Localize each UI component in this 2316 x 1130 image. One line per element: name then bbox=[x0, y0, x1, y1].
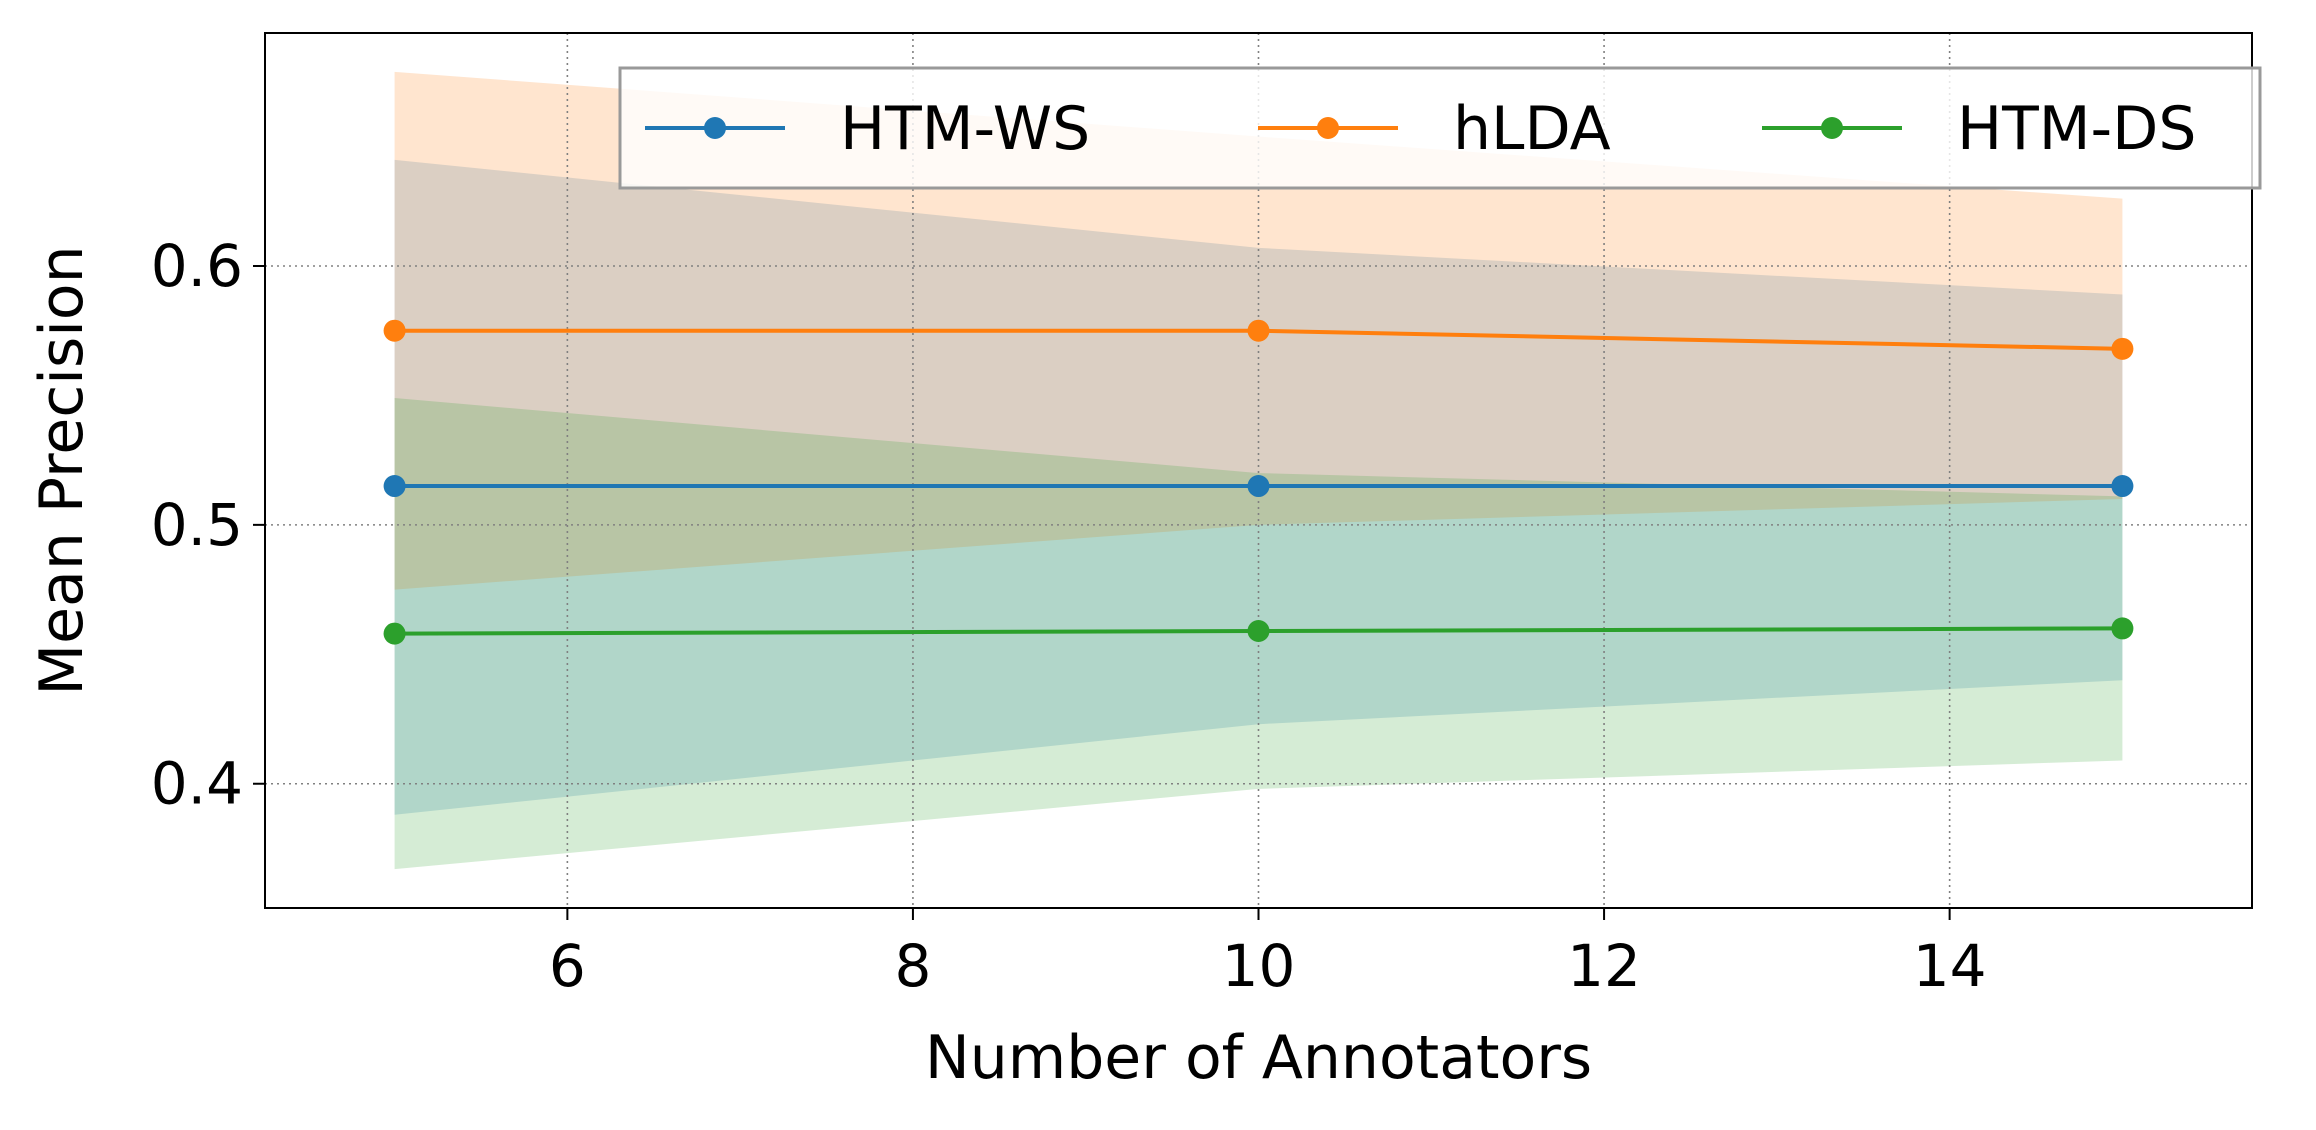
confidence-bands bbox=[394, 71, 2123, 870]
series-lines bbox=[383, 319, 2134, 645]
data-point-htm-ds bbox=[2111, 617, 2134, 640]
y-axis-label: Mean Precision bbox=[27, 245, 97, 695]
x-tick-label: 12 bbox=[1567, 932, 1641, 1000]
x-tick-label: 14 bbox=[1913, 932, 1987, 1000]
data-point-hlda bbox=[383, 319, 406, 342]
y-tick-label: 0.5 bbox=[151, 491, 243, 559]
y-tick-label: 0.6 bbox=[151, 232, 243, 300]
y-tick-label: 0.4 bbox=[151, 750, 243, 818]
data-point-htm-ds bbox=[1247, 620, 1270, 643]
x-tick-label: 8 bbox=[894, 932, 931, 1000]
data-point-hlda bbox=[1247, 319, 1270, 342]
x-tick-label: 6 bbox=[549, 932, 586, 1000]
data-point-htm-ds bbox=[383, 622, 406, 645]
legend-box bbox=[618, 66, 2262, 190]
legend-marker-htm-ws bbox=[704, 117, 726, 139]
legend-label-hlda: hLDA bbox=[1453, 94, 1611, 164]
axis-ticks: 6 8 10 12 14 0.4 0.5 0.6 bbox=[151, 232, 1987, 1000]
x-axis-label: Number of Annotators bbox=[925, 1023, 1592, 1093]
data-point-htm-ws bbox=[1247, 475, 1270, 498]
data-point-htm-ws bbox=[383, 475, 406, 498]
legend-label-htm-ds: HTM-DS bbox=[1957, 94, 2196, 164]
legend-label-htm-ws: HTM-WS bbox=[840, 94, 1090, 164]
legend-marker-hlda bbox=[1317, 117, 1339, 139]
data-point-hlda bbox=[2111, 337, 2134, 360]
legend: HTM-WS hLDA HTM-DS bbox=[618, 66, 2262, 190]
data-point-htm-ws bbox=[2111, 475, 2134, 498]
legend-marker-htm-ds bbox=[1821, 117, 1843, 139]
x-tick-label: 10 bbox=[1222, 932, 1296, 1000]
